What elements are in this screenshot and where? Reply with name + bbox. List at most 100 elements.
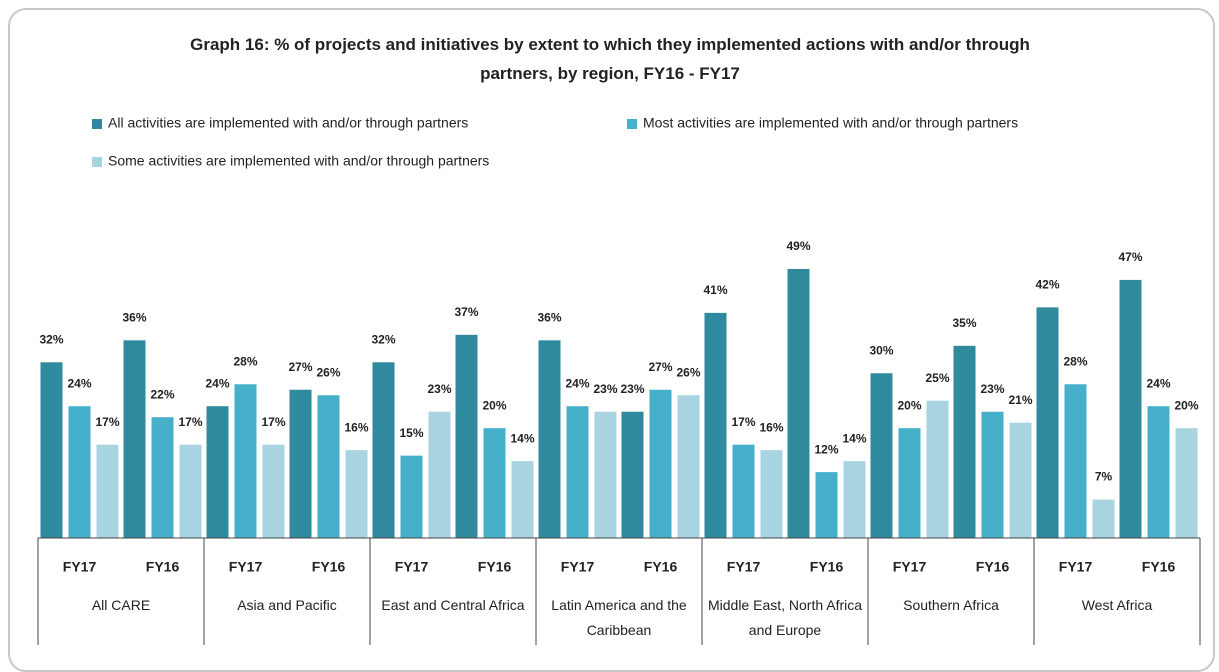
region-label: All CARE (91, 597, 151, 613)
value-label: 15% (399, 426, 423, 440)
value-label: 28% (233, 354, 257, 368)
chart: All activities are implemented with and/… (37, 115, 1201, 645)
region-label: Middle East, North Africa and Europe (707, 597, 863, 638)
value-label: 24% (205, 376, 229, 390)
value-label: 23% (593, 382, 617, 396)
value-label: 32% (39, 332, 63, 346)
x-tick-label: FY16 (810, 559, 844, 575)
value-label: 27% (648, 360, 672, 374)
value-label: 32% (371, 332, 395, 346)
region-box: Asia and Pacific (237, 597, 337, 613)
x-tick-label: FY17 (727, 559, 761, 575)
value-label: 35% (952, 316, 976, 330)
bar (1064, 384, 1087, 538)
bar (262, 444, 285, 538)
value-label: 24% (565, 376, 589, 390)
legend-label: Most activities are implemented with and… (643, 115, 1018, 131)
value-label: 22% (150, 387, 174, 401)
region-box: East and Central Africa (381, 597, 525, 613)
x-tick-label: FY16 (1142, 559, 1176, 575)
region-box: All CARE (91, 597, 151, 613)
bar (400, 455, 423, 538)
value-label: 36% (537, 310, 561, 324)
bar (317, 395, 340, 538)
value-label: 17% (261, 415, 285, 429)
bar (981, 411, 1004, 538)
bar (345, 450, 368, 538)
bar (372, 362, 395, 538)
bar (677, 395, 700, 538)
bar (594, 411, 617, 538)
legend-swatch (92, 119, 102, 129)
value-label: 28% (1063, 354, 1087, 368)
value-label: 17% (178, 415, 202, 429)
value-label: 20% (482, 398, 506, 412)
region-box: Southern Africa (903, 597, 999, 613)
region-label: Southern Africa (903, 597, 999, 613)
bar (870, 373, 893, 538)
region-label: West Africa (1081, 597, 1153, 613)
value-label: 47% (1118, 250, 1142, 264)
bar (815, 472, 838, 538)
page: Graph 16: % of projects and initiatives … (8, 8, 1215, 672)
legend-swatch (92, 157, 102, 167)
value-label: 17% (731, 415, 755, 429)
value-label: 16% (344, 420, 368, 434)
value-label: 12% (814, 442, 838, 456)
bar (1092, 499, 1115, 538)
bar (234, 384, 257, 538)
value-label: 20% (1174, 398, 1198, 412)
x-tick-label: FY17 (561, 559, 595, 575)
bar (179, 444, 202, 538)
bar (289, 389, 312, 538)
bar (1175, 428, 1198, 538)
legend-label: All activities are implemented with and/… (108, 115, 468, 131)
bar (898, 428, 921, 538)
x-tick-label: FY17 (1059, 559, 1093, 575)
region-box: Latin America and the Caribbean (551, 597, 687, 638)
value-label: 26% (676, 365, 700, 379)
x-tick-label: FY16 (312, 559, 346, 575)
value-label: 16% (759, 420, 783, 434)
bar (151, 417, 174, 538)
bar (511, 461, 534, 538)
value-label: 41% (703, 283, 727, 297)
bar (621, 411, 644, 538)
region-box: Middle East, North Africa and Europe (707, 597, 863, 638)
value-label: 25% (925, 371, 949, 385)
bar (787, 268, 810, 538)
value-label: 37% (454, 305, 478, 319)
value-label: 49% (786, 239, 810, 253)
x-tick-label: FY16 (644, 559, 678, 575)
value-label: 27% (288, 360, 312, 374)
region-label: Latin America and the Caribbean (551, 597, 687, 638)
region-label: East and Central Africa (381, 597, 525, 613)
x-tick-label: FY16 (146, 559, 180, 575)
x-tick-label: FY16 (976, 559, 1010, 575)
value-label: 17% (95, 415, 119, 429)
bar (538, 340, 561, 538)
value-label: 21% (1008, 393, 1032, 407)
bar (704, 312, 727, 538)
value-label: 26% (316, 365, 340, 379)
value-label: 23% (427, 382, 451, 396)
legend-label: Some activities are implemented with and… (108, 153, 489, 169)
value-label: 30% (869, 343, 893, 357)
region-box: West Africa (1081, 597, 1153, 613)
value-label: 24% (1146, 376, 1170, 390)
legend-swatch (627, 119, 637, 129)
bar (1009, 422, 1032, 538)
bar (455, 334, 478, 538)
value-label: 23% (980, 382, 1004, 396)
bar (1147, 406, 1170, 538)
bar (96, 444, 119, 538)
value-label: 14% (510, 431, 534, 445)
bar (732, 444, 755, 538)
bar (428, 411, 451, 538)
bar (68, 406, 91, 538)
bar (1119, 279, 1142, 538)
chart-title: Graph 16: % of projects and initiatives … (190, 35, 1030, 83)
bar (953, 345, 976, 538)
bar (649, 389, 672, 538)
value-label: 23% (620, 382, 644, 396)
